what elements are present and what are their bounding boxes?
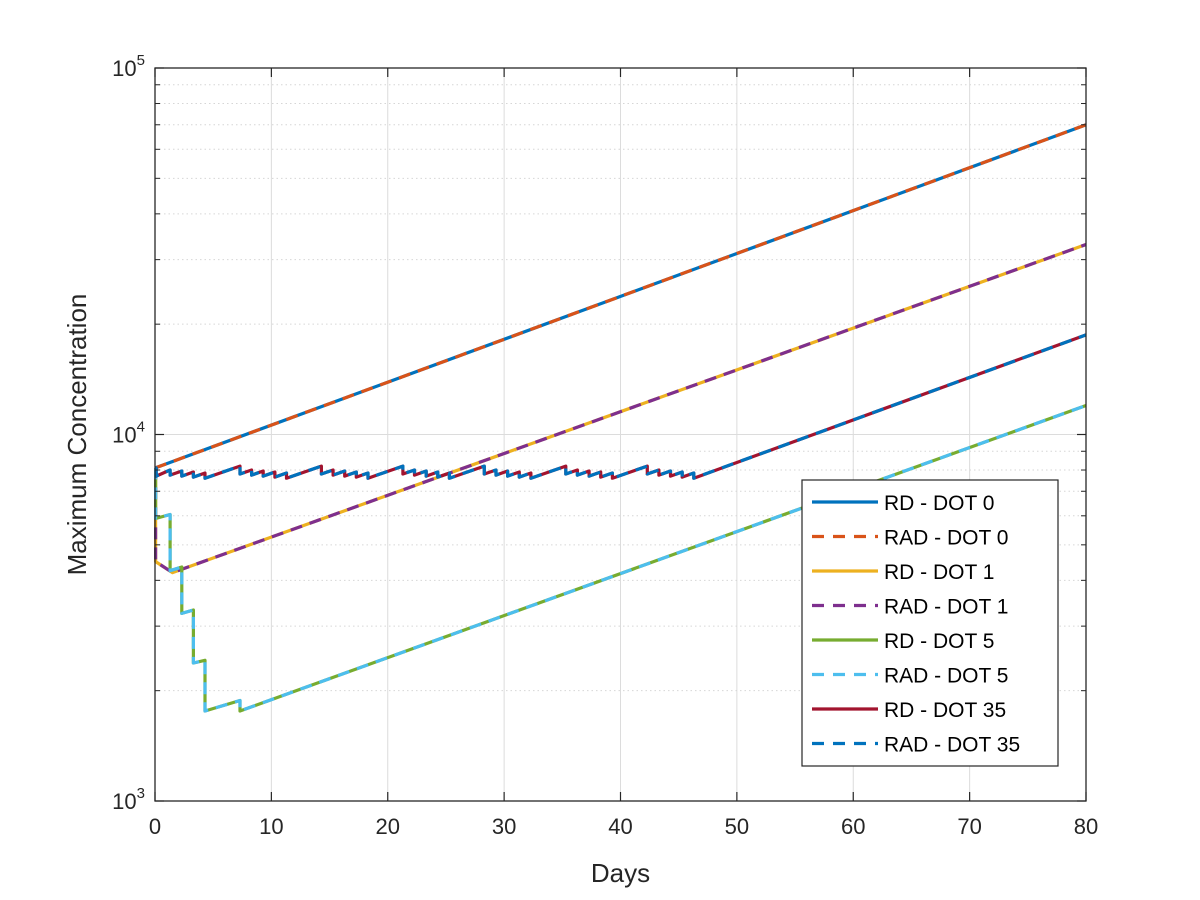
x-tick-label: 40 (608, 814, 632, 839)
x-tick-label: 10 (259, 814, 283, 839)
x-tick-label: 50 (725, 814, 749, 839)
y-tick-label-exponent: 4 (137, 419, 145, 436)
y-tick-label-base: 10 (112, 789, 136, 814)
ticks (154, 67, 1087, 802)
legend-entry-label: RAD - DOT 0 (884, 527, 1008, 550)
y-tick-label-exponent: 5 (137, 52, 145, 69)
legend-entry-label: RAD - DOT 35 (884, 734, 1020, 757)
y-tick-label-base: 10 (112, 423, 136, 448)
y-tick-label-exponent: 3 (137, 785, 145, 802)
legend-entry-label: RAD - DOT 1 (884, 596, 1008, 619)
y-tick-label-base: 10 (112, 56, 136, 81)
y-tick-label: 103 (112, 785, 145, 814)
y-tick-label: 104 (112, 419, 145, 448)
x-tick-label: 80 (1074, 814, 1098, 839)
legend-entry-label: RD - DOT 5 (884, 630, 994, 653)
x-tick-label: 70 (957, 814, 981, 839)
series-line (154, 333, 1087, 480)
series-line (154, 403, 1087, 713)
legend-entry-label: RAD - DOT 5 (884, 665, 1008, 688)
legend-entry-label: RD - DOT 1 (884, 561, 994, 584)
x-tick-label: 0 (149, 814, 161, 839)
x-tick-label: 20 (376, 814, 400, 839)
series-line (154, 123, 1087, 470)
legend: RD - DOT 0 RAD - DOT 0 RD - DOT 1 RAD - DOT… (801, 479, 1059, 767)
y-tick-label: 105 (112, 52, 145, 81)
x-axis-label: Days (591, 858, 650, 888)
legend-entry-label: RD - DOT 35 (884, 699, 1006, 722)
y-axis-label: Maximum Concentration (62, 294, 92, 576)
legend-entry-label: RD - DOT 0 (884, 492, 994, 515)
x-tick-label: 60 (841, 814, 865, 839)
x-tick-label: 30 (492, 814, 516, 839)
legend-box (801, 479, 1059, 767)
